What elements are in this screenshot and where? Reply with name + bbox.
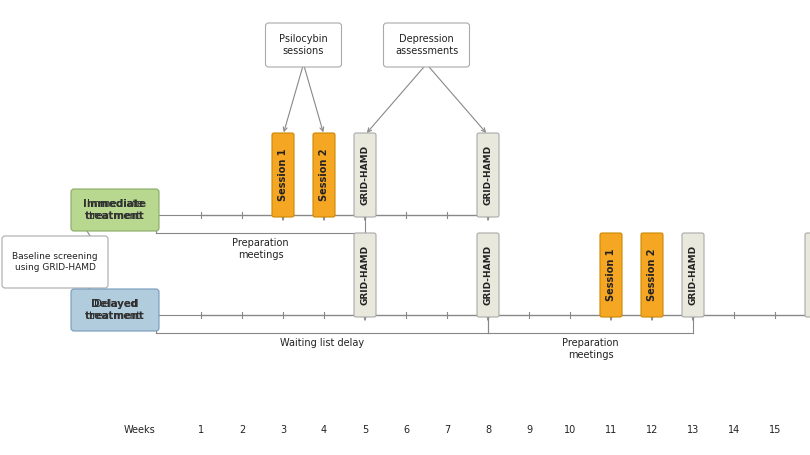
Text: Baseline screening
using GRID-HAMD: Baseline screening using GRID-HAMD [12, 252, 98, 272]
Text: 8: 8 [485, 425, 491, 435]
Text: Weeks: Weeks [123, 425, 155, 435]
Text: Immediate
treatment: Immediate treatment [83, 199, 147, 221]
Text: Session 1: Session 1 [606, 249, 616, 301]
Text: 6: 6 [403, 425, 409, 435]
FancyBboxPatch shape [354, 233, 376, 317]
Text: Depression
assessments: Depression assessments [395, 34, 458, 56]
Text: 2: 2 [239, 425, 245, 435]
Text: 9: 9 [526, 425, 532, 435]
Text: 13: 13 [687, 425, 699, 435]
Text: Delayed
treatment: Delayed treatment [85, 299, 145, 321]
Text: 10: 10 [564, 425, 576, 435]
Text: 4: 4 [321, 425, 327, 435]
Text: 7: 7 [444, 425, 450, 435]
Text: Preparation
meetings: Preparation meetings [232, 238, 289, 260]
FancyBboxPatch shape [313, 133, 335, 217]
Text: GRID-HAMD: GRID-HAMD [360, 245, 369, 305]
FancyBboxPatch shape [682, 233, 704, 317]
FancyBboxPatch shape [805, 233, 810, 317]
FancyBboxPatch shape [600, 233, 622, 317]
Text: 15: 15 [769, 425, 781, 435]
Text: Session 2: Session 2 [647, 249, 657, 301]
Text: Immediate
treatment: Immediate treatment [87, 199, 143, 221]
FancyBboxPatch shape [2, 236, 108, 288]
Text: 5: 5 [362, 425, 368, 435]
Text: Waiting list delay: Waiting list delay [280, 338, 364, 348]
FancyBboxPatch shape [354, 133, 376, 217]
FancyBboxPatch shape [477, 233, 499, 317]
Text: Psilocybin
sessions: Psilocybin sessions [279, 34, 328, 56]
Text: GRID-HAMD: GRID-HAMD [484, 145, 492, 205]
FancyBboxPatch shape [272, 133, 294, 217]
Text: 1: 1 [198, 425, 204, 435]
Text: GRID-HAMD: GRID-HAMD [484, 245, 492, 305]
Text: 3: 3 [280, 425, 286, 435]
FancyBboxPatch shape [641, 233, 663, 317]
FancyBboxPatch shape [71, 289, 159, 331]
Text: 11: 11 [605, 425, 617, 435]
Text: Session 1: Session 1 [278, 149, 288, 201]
Text: 14: 14 [728, 425, 740, 435]
FancyBboxPatch shape [383, 23, 470, 67]
Text: Session 2: Session 2 [319, 149, 329, 201]
FancyBboxPatch shape [266, 23, 342, 67]
Text: GRID-HAMD: GRID-HAMD [688, 245, 697, 305]
Text: Preparation
meetings: Preparation meetings [562, 338, 619, 360]
FancyBboxPatch shape [71, 189, 159, 231]
FancyBboxPatch shape [477, 133, 499, 217]
Text: Delayed
treatment: Delayed treatment [89, 299, 141, 321]
Text: GRID-HAMD: GRID-HAMD [360, 145, 369, 205]
Text: 12: 12 [646, 425, 659, 435]
